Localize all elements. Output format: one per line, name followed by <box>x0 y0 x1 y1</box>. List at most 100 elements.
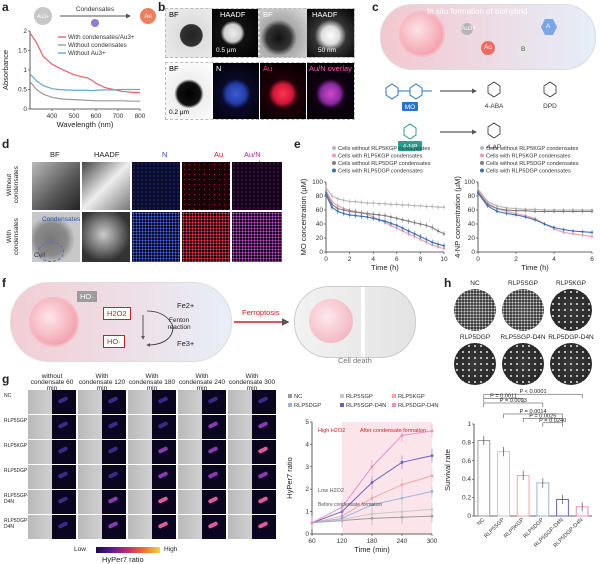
panel-label-f: f <box>2 276 6 290</box>
data-point <box>495 204 499 207</box>
reaction-equations: MO 4-ABA DPD 4-NP 4-AP <box>385 81 557 151</box>
x-axis-label: Time (h) <box>371 263 399 272</box>
data-point <box>571 232 575 235</box>
cell-fluorescence <box>107 421 119 429</box>
x-axis-label: Time (h) <box>521 263 549 272</box>
data-point <box>370 512 374 516</box>
agar-plate <box>550 343 592 385</box>
au3-ion-icon <box>34 7 52 25</box>
data-point <box>330 206 333 209</box>
data-point <box>562 231 565 234</box>
legend-marker <box>480 161 484 165</box>
au-n-overlay-label: Au/N overlay <box>309 64 352 73</box>
g-image-tile <box>78 440 126 464</box>
data-point <box>407 204 410 207</box>
y-tick-label: 1 <box>467 421 471 428</box>
dead-cell-condensate <box>309 299 353 343</box>
data-point <box>430 490 434 493</box>
d-col-haadf: HAADF <box>94 150 120 159</box>
survival-bar <box>516 475 530 517</box>
n-map-image <box>213 63 259 119</box>
g-image-tile <box>78 415 126 439</box>
data-point <box>370 481 374 484</box>
g-image-tile <box>28 490 76 514</box>
d-row-without: Without condensates <box>6 166 20 204</box>
after-formation-region <box>342 422 432 534</box>
ferroptosis-schematic: HO· H2O2 HO· Fe2+ Fe3+ Fenton reaction F… <box>10 282 430 370</box>
data-point <box>431 226 434 229</box>
g-image-tiles <box>28 390 276 540</box>
cell-fluorescence <box>257 496 269 504</box>
low-h2o2-label: Low H2O2 <box>318 488 344 494</box>
g-image-tile <box>228 490 276 514</box>
ferroptosis-label: Ferroptosis <box>242 308 280 317</box>
p-value-label: P = 0.0014 <box>519 409 546 415</box>
colorbar-low: Low <box>74 546 86 553</box>
n-label: N <box>216 64 222 73</box>
data-point <box>571 210 575 213</box>
data-point <box>360 201 363 204</box>
data-point <box>437 206 440 209</box>
d-col-au: Au <box>214 150 224 159</box>
plate-label: NC <box>470 280 480 287</box>
h2o2-badge: H2O2 <box>103 307 131 320</box>
data-point <box>430 474 434 478</box>
data-point <box>366 201 369 205</box>
data-point <box>590 210 594 213</box>
g-image-tile <box>128 390 176 414</box>
data-point <box>431 241 434 244</box>
data-point <box>524 209 527 212</box>
legend-label: Cells with RLP5KGP condensates <box>338 154 423 160</box>
bf-haadf-high-mag: BF HAADF 50 nm <box>259 8 355 58</box>
panel-label-g: g <box>2 372 10 386</box>
panel-label-d: d <box>2 137 10 151</box>
data-point <box>437 246 440 249</box>
cell-fluorescence <box>207 496 219 504</box>
cell-fluorescence <box>57 421 69 429</box>
cell-fluorescence <box>57 446 69 454</box>
au3-ion-icon-c <box>461 23 473 35</box>
cell-fluorescence <box>157 396 169 404</box>
y-tick-label: 20 <box>316 235 324 242</box>
x-tick-label: 500 <box>69 113 80 120</box>
g-image-tile <box>78 490 126 514</box>
legend-label: Cells with RLP5DGP condensates <box>486 169 571 175</box>
legend-label: Cells without RLP5KGP condensates <box>338 146 430 152</box>
bf-eds-label: BF <box>169 64 179 73</box>
g-image-tile <box>178 390 226 414</box>
g-image-tile <box>28 415 76 439</box>
legend-label: Cells with RLP5DGP condensates <box>338 169 423 175</box>
data-point <box>400 496 404 500</box>
y-tick-label: 40 <box>316 221 324 228</box>
x-axis-label: Time (min) <box>354 545 390 554</box>
cell-crack <box>361 287 365 357</box>
x-tick-label: 2 <box>348 256 352 263</box>
ap-label: 4-AP <box>487 144 501 151</box>
x-tick-label: 600 <box>91 113 102 120</box>
data-point <box>389 215 392 219</box>
fe3-label: Fe3+ <box>177 339 195 348</box>
cell-fluorescence <box>157 421 169 429</box>
bf-low-mag-image <box>166 9 212 57</box>
ho-top-badge: HO· <box>77 291 97 302</box>
significance-bracket <box>542 422 563 427</box>
d-col-bf: BF <box>50 150 60 159</box>
y-axis-label: MO concentration (µM) <box>299 178 308 255</box>
bf-eds-image <box>166 63 212 119</box>
y-axis-label: Survival rate <box>443 449 452 491</box>
x-tick-label: 8 <box>419 256 423 263</box>
data-point <box>360 211 363 214</box>
g-row-labels: NC RLP5SGP RLP5KGP RLP5DGP RLP5SGP-D4N RLP5DG… <box>4 390 29 540</box>
data-point <box>486 204 489 207</box>
y-tick-label: 0.2 <box>462 495 471 502</box>
fe2-label: Fe2+ <box>177 301 195 310</box>
g-image-tile <box>178 415 226 439</box>
y-tick-label: 60 <box>468 207 476 214</box>
data-point <box>430 429 434 433</box>
g-col-header: With condensate 240 min <box>178 373 226 392</box>
data-point <box>348 200 351 203</box>
y-tick-label: 3 <box>305 464 309 471</box>
data-point <box>400 434 404 437</box>
plate-images: NC RLP5SGP RLP5KGP RLP5DGP RLP5SGP-D4N RLP5DG… <box>452 280 598 390</box>
